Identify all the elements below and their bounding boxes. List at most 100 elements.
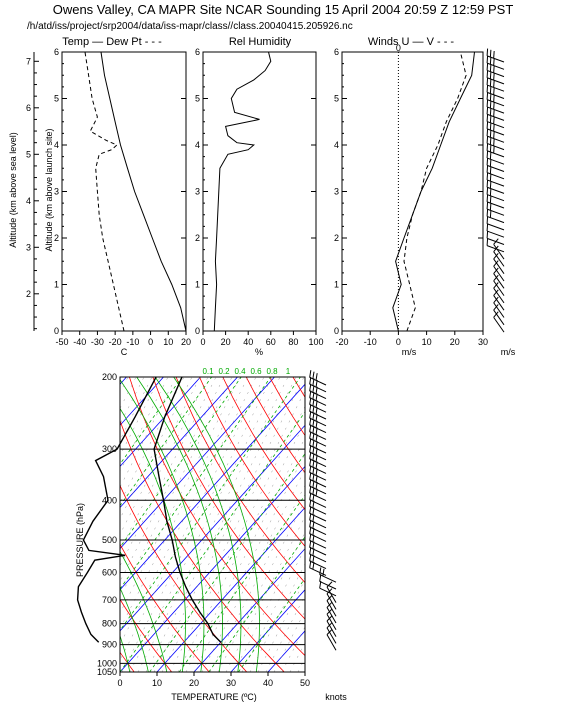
upper-wind-barb-feather — [489, 100, 492, 109]
mixing-ratio-label: 0.2 — [218, 367, 230, 376]
skewt-wind-barb-feather — [312, 446, 315, 454]
skewt-hatch — [297, 657, 305, 672]
wind-ytick-label: 4 — [334, 140, 339, 150]
skewt-wind-barb-feather — [309, 370, 312, 378]
skewt-wind-barb-feather — [312, 385, 315, 393]
dry-adiabat-line — [120, 543, 210, 672]
skewt-wind-barb-feather — [309, 404, 312, 412]
wind-ytick-label: 0 — [334, 326, 339, 336]
barbs-unit-label: m/s — [501, 347, 516, 357]
upper-wind-barb — [493, 280, 505, 296]
skewt-wind-barb-feather — [309, 390, 312, 398]
moist-adiabat-line — [120, 634, 131, 672]
skewt-wind-barb-feather — [315, 434, 318, 442]
isotherm-line — [230, 589, 305, 672]
rh-ytick-label: 2 — [195, 233, 200, 243]
upper-wind-barb-feather — [493, 87, 495, 95]
rh-panel-title: Rel Humidity — [229, 36, 292, 48]
mixing-ratio-line — [120, 377, 183, 465]
wind-xtick-label: 10 — [422, 337, 432, 347]
upper-wind-barb-feather — [486, 172, 489, 180]
skewt-frame — [119, 376, 306, 673]
skewt-wind-barb — [326, 593, 337, 610]
upper-wind-barb — [486, 157, 505, 165]
upper-wind-barb-feather — [493, 311, 499, 318]
skewt-barbs-unit: knots — [325, 692, 347, 702]
skewt-wind-barb-feather — [312, 487, 315, 495]
upper-wind-barb-feather — [489, 159, 492, 167]
upper-wind-barb-feather — [493, 109, 495, 117]
wind-xtick-label: 20 — [450, 337, 460, 347]
upper-wind-barb-feather — [486, 238, 489, 246]
mixing-ratio-line — [238, 577, 305, 672]
moist-adiabat-line — [0, 377, 56, 672]
rh-ytick-label: 5 — [195, 94, 200, 104]
agl-axis-label: Altitude (km above launch site) — [44, 128, 54, 251]
figure-subtitle: /h/atd/iss/project/srp2004/data/iss-mapr… — [27, 21, 353, 32]
temp-dewpoint-panel: 0 1 2 3 4 5 6 -50 -40 -30 -20 -10 0 10 20 2 3 4 5 6 7 — [26, 47, 191, 347]
skewt-wind-barb-feather — [309, 458, 312, 466]
upper-wind-barb-feather — [489, 86, 492, 94]
skewt-xtick-label: 20 — [189, 678, 199, 688]
skewt-hatch — [289, 642, 305, 672]
upper-wind-barb — [486, 106, 505, 114]
skewt-wind-barb — [309, 560, 327, 570]
dry-adiabat-line — [129, 377, 305, 657]
moist-adiabat-line — [0, 377, 111, 672]
wind-xtick-label: -20 — [335, 337, 348, 347]
skewt-wind-barb-feather — [312, 466, 315, 475]
temp-ytick-label: 0 — [54, 326, 59, 336]
skewt-wind-barb — [326, 613, 337, 631]
upper-wind-barb-feather — [489, 130, 492, 138]
wind-zero-label: 0 — [396, 43, 401, 53]
skewt-xtick-label: 30 — [226, 678, 236, 688]
skewt-hatch — [201, 468, 305, 672]
skewt-wind-barb — [326, 620, 337, 637]
skewt-series-dew-point — [76, 376, 157, 643]
skewt-wind-barb-feather — [309, 506, 312, 514]
skewt-wind-barb-feather — [315, 427, 318, 435]
upper-wind-barb-feather — [493, 131, 495, 139]
mixing-ratio-line — [149, 453, 305, 672]
skewt-hatch — [434, 377, 567, 672]
temp-xtick-label: -20 — [109, 337, 122, 347]
mixing-ratio-label: 1 — [286, 367, 291, 376]
skewt-wind-barb-feather — [315, 379, 318, 388]
temp-ytick-label: 6 — [54, 47, 59, 57]
upper-wind-barb-feather — [486, 158, 489, 166]
skewt-wind-barb-feather — [309, 383, 312, 392]
msl-axis-tick-label: 6 — [26, 103, 31, 113]
upper-wind-barb-feather — [489, 173, 492, 182]
skewt-wind-barb — [309, 553, 327, 563]
upper-wind-barb-feather — [489, 181, 492, 189]
skewt-wind-barb-feather — [309, 492, 312, 500]
skewt-wind-barb-feather — [312, 453, 315, 461]
skewt-wind-barb-feather — [312, 548, 315, 556]
skewt-wind-barb-feather — [326, 601, 333, 608]
skewt-wind-barb-feather — [315, 373, 318, 381]
skewt-wind-barb — [309, 376, 327, 386]
upper-wind-barb — [486, 194, 505, 202]
upper-wind-barb — [486, 135, 505, 143]
mixing-ratio-line — [208, 536, 305, 672]
skewt-wind-barb-feather — [315, 386, 318, 395]
skewt-xtick-label: 50 — [300, 678, 310, 688]
skewt-wind-barb-feather — [315, 488, 318, 497]
skewt-wind-barb-feather — [315, 468, 318, 476]
upper-wind-barb-feather — [489, 71, 492, 79]
skewt-wind-barb-feather — [312, 398, 315, 407]
skewt-wind-barb-feather — [315, 407, 318, 415]
skewt-wind-barb-feather — [309, 424, 312, 432]
upper-wind-barb-feather — [493, 304, 499, 311]
upper-wind-barb-feather — [486, 63, 489, 71]
mixing-ratio-line — [120, 411, 305, 672]
upper-wind-barb — [486, 179, 505, 187]
temp-xtick-label: -30 — [91, 337, 104, 347]
upper-wind-barb — [486, 55, 505, 63]
moist-adiabat-line — [136, 377, 223, 672]
dry-adiabat-line — [363, 377, 567, 672]
skewt-wind-barb — [309, 431, 327, 440]
skewt-wind-barb-feather — [326, 629, 333, 635]
upper-wind-barb-feather — [493, 123, 495, 132]
